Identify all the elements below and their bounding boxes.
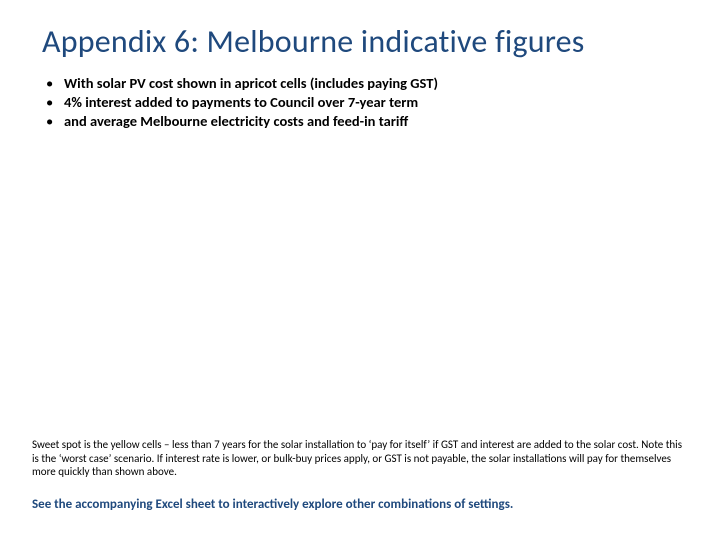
slide-title: Appendix 6: Melbourne indicative figures [42, 22, 680, 61]
emphasis-text: See the accompanying Excel sheet to inte… [32, 497, 688, 512]
bullet-item: 4% interest added to payments to Council… [40, 93, 680, 111]
bullet-list: With solar PV cost shown in apricot cell… [40, 74, 680, 131]
footnote-text: Sweet spot is the yellow cells – less th… [32, 438, 688, 478]
slide: Appendix 6: Melbourne indicative figures… [0, 0, 720, 540]
bullet-item: With solar PV cost shown in apricot cell… [40, 74, 680, 92]
bullet-item: and average Melbourne electricity costs … [40, 112, 680, 130]
